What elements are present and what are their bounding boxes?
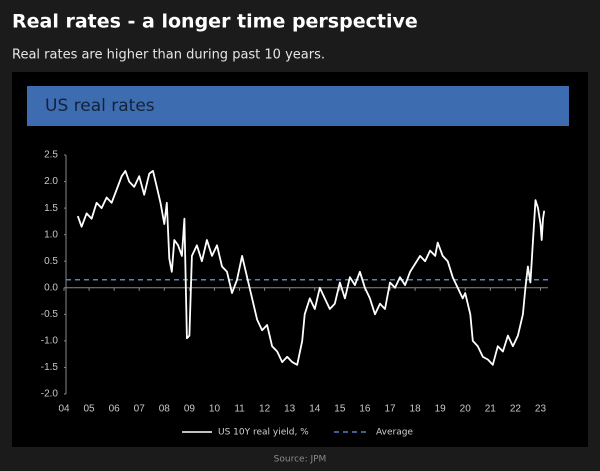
x-tick-label: 08 xyxy=(159,404,171,415)
y-tick-label: -1.0 xyxy=(41,336,59,347)
y-tick-label: 0.0 xyxy=(44,282,58,293)
x-tick-label: 14 xyxy=(309,404,321,415)
y-tick-label: 0.5 xyxy=(44,256,58,267)
x-tick-label: 21 xyxy=(485,404,497,415)
x-tick-label: 11 xyxy=(234,404,245,415)
y-tick-label: -0.5 xyxy=(41,309,59,320)
x-tick-label: 17 xyxy=(384,404,396,415)
x-tick-label: 04 xyxy=(58,404,70,415)
x-tick-label: 22 xyxy=(510,404,522,415)
chart-panel xyxy=(12,72,588,447)
x-tick-label: 20 xyxy=(460,404,472,415)
x-tick-label: 12 xyxy=(259,404,271,415)
x-tick-label: 23 xyxy=(535,404,547,415)
x-tick-label: 07 xyxy=(134,404,146,415)
y-tick-label: 1.5 xyxy=(44,203,58,214)
x-tick-label: 09 xyxy=(184,404,196,415)
x-tick-label: 19 xyxy=(435,404,447,415)
x-tick-label: 16 xyxy=(359,404,371,415)
page-subtitle: Real rates are higher than during past 1… xyxy=(12,48,325,63)
chart-title: US real rates xyxy=(45,96,155,116)
y-tick-label: 2.5 xyxy=(44,150,58,161)
x-tick-label: 15 xyxy=(334,404,346,415)
y-tick-label: -1.5 xyxy=(41,362,59,373)
x-tick-label: 13 xyxy=(284,404,296,415)
legend-label: Average xyxy=(376,428,413,438)
series-line xyxy=(76,170,546,366)
y-tick-label: 1.0 xyxy=(44,229,58,240)
x-tick-label: 06 xyxy=(109,404,121,415)
chart-banner xyxy=(27,86,569,126)
legend-label: US 10Y real yield, % xyxy=(218,428,309,438)
y-tick-label: -2.0 xyxy=(41,389,59,400)
x-tick-label: 10 xyxy=(209,404,221,415)
page-title: Real rates - a longer time perspective xyxy=(12,11,418,33)
y-tick-label: 2.0 xyxy=(44,176,58,187)
source: Source: JPM xyxy=(274,455,327,465)
x-tick-label: 18 xyxy=(410,404,422,415)
x-tick-label: 05 xyxy=(84,404,96,415)
